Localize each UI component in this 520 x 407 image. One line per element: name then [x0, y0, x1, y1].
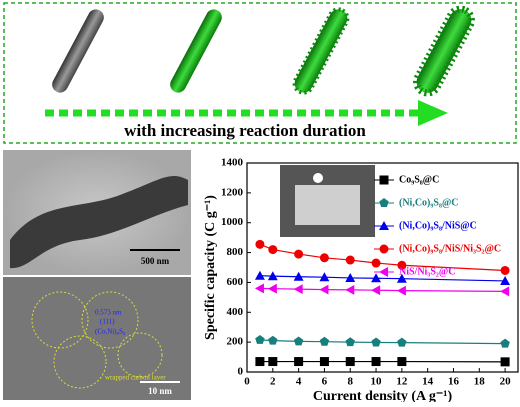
y-tick-label: 600: [227, 276, 244, 288]
y-tick-label: 1200: [221, 186, 244, 198]
marker: [346, 337, 355, 346]
plane-label: (111): [100, 318, 115, 326]
legend-marker: [380, 245, 389, 254]
x-tick-label: 6: [322, 376, 328, 388]
x-tick-label: 8: [347, 376, 353, 388]
x-axis-label: Current density (A g⁻¹): [313, 389, 453, 402]
marker: [372, 259, 381, 268]
legend-label: (Ni,Co)₉S₈/NiS@C: [399, 220, 477, 231]
legend-label: (Ni,Co)₉S₈/NiS/Ni₃S₂@C: [399, 243, 501, 254]
y-tick-label: 400: [227, 306, 244, 318]
y-tick-label: 0: [238, 366, 244, 378]
phase-label: (Co,Ni)₉S₈: [95, 328, 126, 336]
marker: [255, 240, 264, 249]
y-tick-label: 200: [227, 336, 244, 348]
scale-label: 500 nm: [141, 256, 170, 266]
marker: [397, 286, 406, 296]
marker: [371, 337, 380, 346]
y-tick-label: 800: [227, 246, 244, 258]
caption: with increasing reaction duration: [124, 121, 366, 140]
x-tick-label: 0: [244, 376, 250, 388]
marker: [346, 357, 355, 366]
marker: [345, 285, 354, 295]
marker: [255, 283, 264, 293]
legend-label: (Ni,Co)₉S₈@C: [399, 197, 458, 208]
marker: [294, 336, 303, 345]
x-tick-label: 12: [396, 376, 408, 388]
marker: [397, 357, 406, 366]
marker: [501, 357, 510, 366]
x-tick-label: 4: [296, 376, 302, 388]
inset-led: [313, 173, 323, 183]
marker: [268, 245, 277, 254]
marker: [320, 357, 329, 366]
legend-marker: [379, 198, 388, 207]
x-tick-label: 20: [500, 376, 512, 388]
marker: [268, 357, 277, 366]
marker: [294, 284, 303, 294]
marker: [372, 357, 381, 366]
marker: [294, 357, 303, 366]
inset-device: [295, 185, 360, 225]
scale-label: 10 nm: [148, 386, 172, 396]
legend-label: Co₉S₈@C: [399, 174, 439, 185]
x-tick-label: 14: [422, 376, 434, 388]
marker: [346, 256, 355, 265]
x-tick-label: 2: [270, 376, 276, 388]
legend-marker: [379, 267, 388, 277]
carbon-label: wrapped carbon layer: [105, 374, 166, 382]
y-axis-label: Specific capacity (C g⁻¹): [203, 195, 218, 340]
marker: [320, 253, 329, 262]
marker: [320, 337, 329, 346]
marker: [255, 357, 264, 366]
legend-label: NiS/Ni₃S₂@C: [399, 266, 455, 277]
marker: [500, 339, 509, 348]
marker: [268, 284, 277, 294]
y-tick-label: 1400: [221, 157, 244, 169]
marker: [319, 285, 328, 295]
marker: [500, 286, 509, 296]
marker: [397, 338, 406, 347]
x-tick-label: 18: [474, 376, 486, 388]
lattice-label: 0.573 nm: [95, 309, 122, 317]
x-tick-label: 16: [448, 376, 460, 388]
marker: [501, 266, 510, 275]
y-tick-label: 1000: [221, 216, 244, 228]
marker: [371, 285, 380, 295]
marker: [255, 335, 264, 344]
x-tick-label: 10: [371, 376, 383, 388]
legend-marker: [380, 176, 389, 185]
marker: [268, 336, 277, 345]
marker: [294, 250, 303, 259]
